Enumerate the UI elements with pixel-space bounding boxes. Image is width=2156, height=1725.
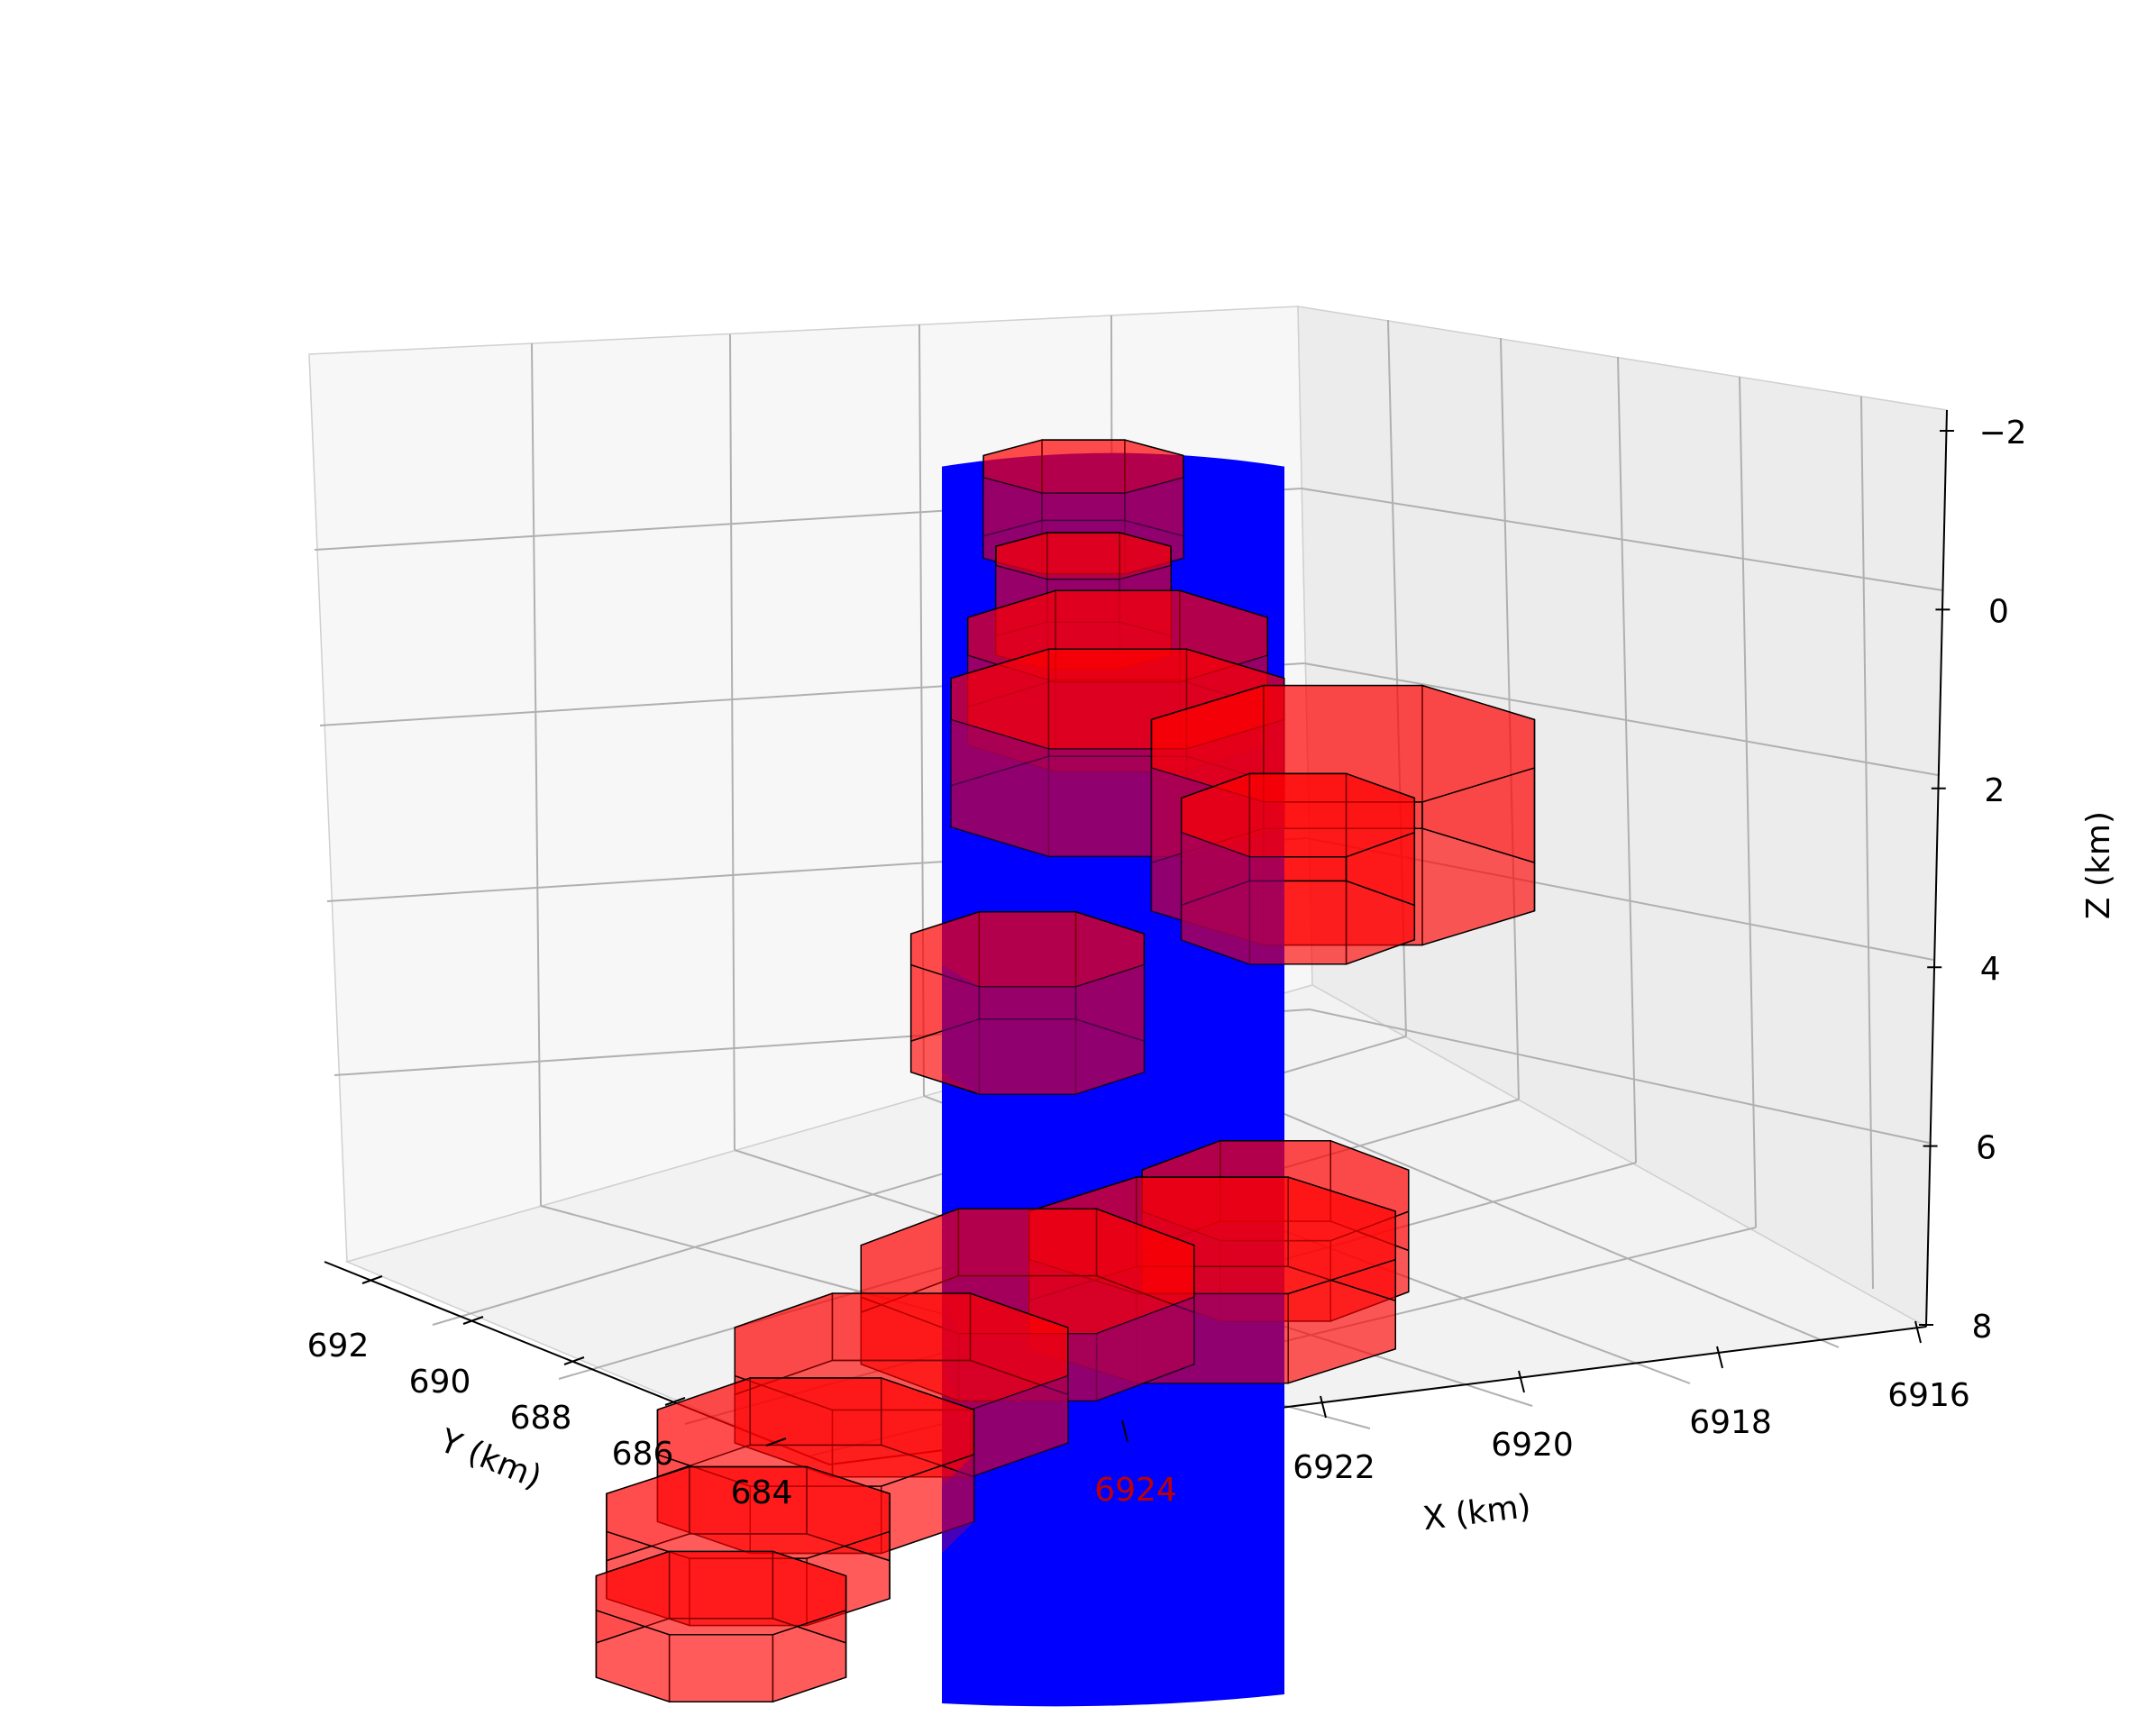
- z-axis-line: [1925, 409, 1948, 1328]
- prism-top-face: [1141, 1140, 1410, 1242]
- prism-top-face: [595, 1550, 847, 1636]
- prism-top-face: [656, 1377, 975, 1487]
- prism-bottom-face: [606, 1533, 891, 1627]
- red-prism-volume: [1180, 772, 1416, 965]
- red-prism-volume: [595, 1550, 847, 1703]
- y-tick-label: 686: [612, 1436, 674, 1473]
- prism-overlap-tint: [942, 1454, 974, 1554]
- z-tick-label: 6: [1976, 1130, 1996, 1167]
- z-axis-label: Z (km): [2080, 811, 2117, 919]
- x-tick-mark: [1518, 1370, 1525, 1393]
- red-prism-volume: [995, 532, 1172, 670]
- y-tick-mark: [462, 1316, 484, 1325]
- y-tick-mark: [563, 1356, 585, 1365]
- x-axis-label: X (km): [1421, 1488, 1532, 1538]
- x-tick-label: 6920: [1491, 1427, 1574, 1464]
- y-tick-mark: [664, 1397, 686, 1406]
- x-tick-mark: [1716, 1346, 1723, 1369]
- z-tick-label: 0: [1988, 593, 2009, 630]
- red-prism-volume: [982, 439, 1184, 575]
- prism-top-face: [995, 532, 1172, 580]
- prism-overlap-tint: [942, 964, 1145, 1094]
- prism-top-face: [606, 1465, 891, 1559]
- x-tick-mark: [1320, 1395, 1327, 1419]
- y-axis-line: [324, 1261, 830, 1465]
- red-prism-volume: [606, 1465, 891, 1627]
- x-tick-label: 6922: [1293, 1449, 1375, 1486]
- red-prism-volume: [950, 648, 1285, 858]
- prism-bottom-face: [595, 1618, 847, 1702]
- x-tick-label: 6918: [1689, 1404, 1772, 1441]
- y-tick-label: 684: [731, 1474, 793, 1511]
- prism-overlap-tint: [995, 565, 1172, 669]
- prism-top-face: [982, 439, 1184, 494]
- z-tick-label: 4: [1980, 951, 2001, 988]
- z-tick-label: 8: [1972, 1309, 1993, 1346]
- prism-top-face: [1150, 684, 1536, 803]
- x-tick-mark: [1121, 1419, 1128, 1443]
- volumes-layer: [595, 439, 1536, 1707]
- z-tick-label: 2: [1984, 772, 2005, 809]
- y-tick-mark: [765, 1438, 787, 1447]
- y-tick-label: 690: [409, 1364, 471, 1401]
- y-tick-label: 688: [510, 1400, 572, 1437]
- prism-top-face: [734, 1292, 1069, 1411]
- x-tick-mark: [1914, 1320, 1922, 1344]
- red-prism-volume: [1028, 1176, 1396, 1384]
- x-tick-label: 6916: [1887, 1377, 1970, 1414]
- prism-overlap-tint: [983, 477, 1183, 574]
- y-tick-mark: [361, 1275, 383, 1284]
- prism-top-face: [1180, 772, 1416, 858]
- red-prism-volume: [656, 1377, 975, 1555]
- y-tick-label: 692: [307, 1328, 370, 1364]
- red-prism-volume: [909, 910, 1146, 1095]
- prism-overlap-tint: [1181, 832, 1284, 964]
- z-tick-label: −2: [1978, 415, 2026, 452]
- prism-overlap-tint: [967, 655, 1268, 772]
- red-prism-volume: [734, 1292, 1069, 1478]
- x-tick-label: 6924: [1094, 1472, 1177, 1509]
